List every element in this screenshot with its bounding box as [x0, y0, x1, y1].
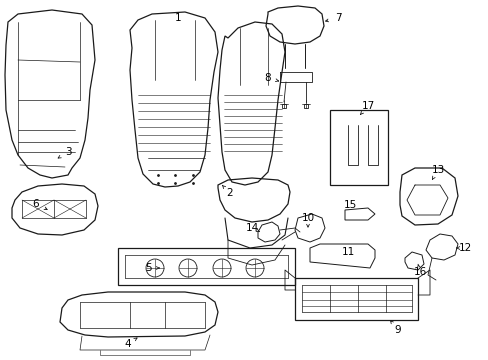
- Text: 7: 7: [334, 13, 341, 23]
- Text: 3: 3: [64, 147, 71, 157]
- Text: 17: 17: [361, 101, 374, 111]
- Text: 14: 14: [245, 223, 258, 233]
- Text: 10: 10: [301, 213, 314, 223]
- Text: 12: 12: [457, 243, 470, 253]
- Text: 6: 6: [33, 199, 39, 209]
- Text: 15: 15: [343, 200, 356, 210]
- Text: 2: 2: [226, 188, 233, 198]
- Text: 1: 1: [174, 13, 181, 23]
- Text: 11: 11: [341, 247, 354, 257]
- Text: 8: 8: [264, 73, 271, 83]
- Text: 4: 4: [124, 339, 131, 349]
- Text: 5: 5: [144, 263, 151, 273]
- Text: 9: 9: [394, 325, 401, 335]
- Text: 16: 16: [412, 267, 426, 277]
- Text: 13: 13: [430, 165, 444, 175]
